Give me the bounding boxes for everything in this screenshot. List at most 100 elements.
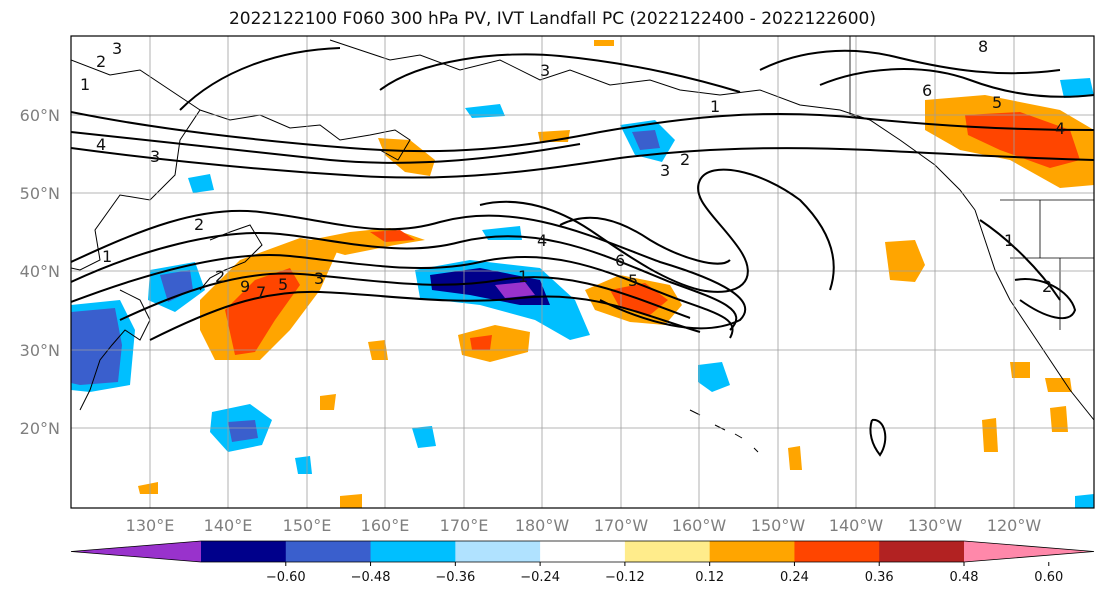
colorbar-outline bbox=[70, 540, 1095, 563]
contour-label: 9 bbox=[240, 277, 250, 296]
colorbar-swatch bbox=[709, 541, 795, 562]
contour-label: 5 bbox=[628, 271, 638, 290]
colorbar-tick-label: 0.24 bbox=[780, 570, 809, 585]
contour-label: 4 bbox=[1055, 119, 1065, 138]
contour-label: 2 bbox=[96, 52, 106, 71]
colorbar-swatch bbox=[455, 541, 541, 562]
map-frame bbox=[70, 35, 1095, 509]
pc-shading bbox=[71, 40, 1094, 508]
lon-label: 140°E bbox=[204, 516, 253, 535]
contour-label: 1 bbox=[518, 267, 528, 286]
contour-label: 1 bbox=[710, 97, 720, 116]
contour-label: 3 bbox=[314, 269, 324, 288]
contour-label: 6 bbox=[922, 81, 932, 100]
lon-label: 170°E bbox=[440, 516, 489, 535]
colorbar-tick-label: −0.12 bbox=[605, 570, 645, 585]
shade-neg-west-core bbox=[71, 308, 122, 385]
colorbar-tick-label: 0.36 bbox=[865, 570, 894, 585]
shade-neg-south3 bbox=[412, 426, 436, 448]
shade-neg-dateline-core bbox=[495, 282, 535, 298]
shade-neg-small2 bbox=[188, 174, 214, 193]
shade-pos-okhotsk bbox=[378, 138, 435, 176]
colorbar-swatch bbox=[201, 541, 287, 562]
shade-pos-e3 bbox=[1050, 406, 1068, 432]
shade-neg-ne bbox=[1060, 78, 1094, 98]
shade-pos-south2 bbox=[340, 494, 362, 508]
lon-label: 120°W bbox=[987, 516, 1042, 535]
shade-neg-japan-core bbox=[160, 270, 193, 302]
contour-label: 7 bbox=[256, 283, 266, 302]
lon-label: 140°W bbox=[829, 516, 884, 535]
colorbar-tick-label: 0.48 bbox=[950, 570, 979, 585]
colorbar-swatch bbox=[540, 541, 626, 562]
shade-pos-south3 bbox=[138, 482, 158, 494]
contour-label: 3 bbox=[660, 161, 670, 180]
graticule bbox=[71, 36, 1094, 508]
lon-label: 150°W bbox=[751, 516, 806, 535]
shade-neg-se bbox=[1075, 494, 1094, 508]
shade-pos-ca bbox=[885, 240, 925, 282]
colorbar-swatch bbox=[285, 541, 372, 562]
lon-label: 130°E bbox=[126, 516, 175, 535]
contour-label: 1 bbox=[1004, 231, 1014, 250]
contour-label: 4 bbox=[96, 135, 106, 154]
colorbar-tick-label: −0.60 bbox=[266, 570, 306, 585]
lon-label: 150°E bbox=[283, 516, 332, 535]
shade-pos-mid bbox=[458, 325, 530, 362]
lat-label: 30°N bbox=[20, 341, 60, 360]
contour-label: 2 bbox=[1042, 277, 1052, 296]
lon-label: 130°W bbox=[908, 516, 963, 535]
shade-neg-south1-core bbox=[228, 420, 258, 442]
shade-neg-small1 bbox=[465, 104, 505, 118]
lat-label: 40°N bbox=[20, 262, 60, 281]
colorbar-swatch bbox=[370, 541, 456, 562]
contour-label: 5 bbox=[992, 93, 1002, 112]
lat-label: 50°N bbox=[20, 184, 60, 203]
contour-label: 2 bbox=[194, 215, 204, 234]
shade-neg-aleut-core bbox=[632, 130, 660, 150]
contour-label: 3 bbox=[150, 147, 160, 166]
colorbar-extend-max bbox=[964, 541, 1094, 562]
contour-label: 3 bbox=[112, 39, 122, 58]
contour-label: 2 bbox=[680, 150, 690, 169]
colorbar-swatch bbox=[624, 541, 711, 562]
contour-label: 3 bbox=[540, 61, 550, 80]
shade-pos-e1 bbox=[1010, 362, 1030, 378]
colorbar-extend-min bbox=[71, 541, 201, 562]
colorbar-tick-label: −0.48 bbox=[351, 570, 391, 585]
coastlines bbox=[71, 39, 1094, 453]
lon-label: 160°W bbox=[672, 516, 727, 535]
shade-pos-e2 bbox=[1045, 378, 1072, 392]
latitude-labels: 60°N 50°N 40°N 30°N 20°N bbox=[20, 106, 60, 438]
contour-labels: 3 2 1 4 3 3 1 2 3 8 6 5 4 2 1 2 4 6 5 1 … bbox=[80, 37, 1065, 302]
shade-pos-south4 bbox=[788, 446, 802, 470]
lon-label: 170°W bbox=[594, 516, 649, 535]
lon-label: 160°E bbox=[361, 516, 410, 535]
colorbar-tick-label: −0.24 bbox=[520, 570, 560, 585]
lat-label: 20°N bbox=[20, 419, 60, 438]
contour-label: 1 bbox=[80, 75, 90, 94]
shade-pos-jet-core bbox=[370, 230, 415, 242]
lon-label: 180°W bbox=[515, 516, 570, 535]
shade-pos-south1 bbox=[320, 394, 336, 410]
contour-label: 1 bbox=[102, 247, 112, 266]
colorbar-swatch bbox=[794, 541, 880, 562]
shade-neg-south2 bbox=[698, 362, 730, 392]
shade-neg-south4 bbox=[295, 456, 312, 474]
contour-label: 6 bbox=[615, 251, 625, 270]
colorbar-swatch bbox=[879, 541, 965, 562]
contour-label: 5 bbox=[278, 275, 288, 294]
colorbar-tick-label: 0.60 bbox=[1034, 570, 1063, 585]
map-title: 2022122100 F060 300 hPa PV, IVT Landfall… bbox=[228, 9, 876, 29]
shade-pos-e4 bbox=[982, 418, 998, 452]
contour-label: 8 bbox=[978, 37, 988, 56]
shade-pos-mid-core bbox=[470, 335, 492, 350]
contour-label: 4 bbox=[537, 231, 547, 250]
colorbar-tick-label: −0.36 bbox=[435, 570, 475, 585]
lat-label: 60°N bbox=[20, 106, 60, 125]
pv-contours bbox=[71, 47, 1094, 457]
shade-pos-japan-core bbox=[225, 268, 300, 355]
shade-pos-goa-core bbox=[965, 112, 1080, 168]
colorbar-tick-label: 0.12 bbox=[695, 570, 724, 585]
